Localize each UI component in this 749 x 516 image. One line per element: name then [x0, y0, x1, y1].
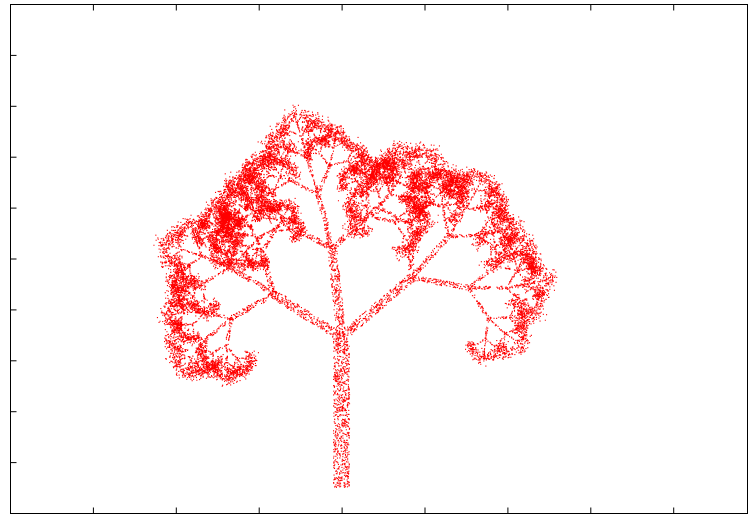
axis-ticks — [10, 4, 675, 514]
tree-dots — [153, 104, 558, 488]
fractal-tree — [153, 104, 558, 488]
